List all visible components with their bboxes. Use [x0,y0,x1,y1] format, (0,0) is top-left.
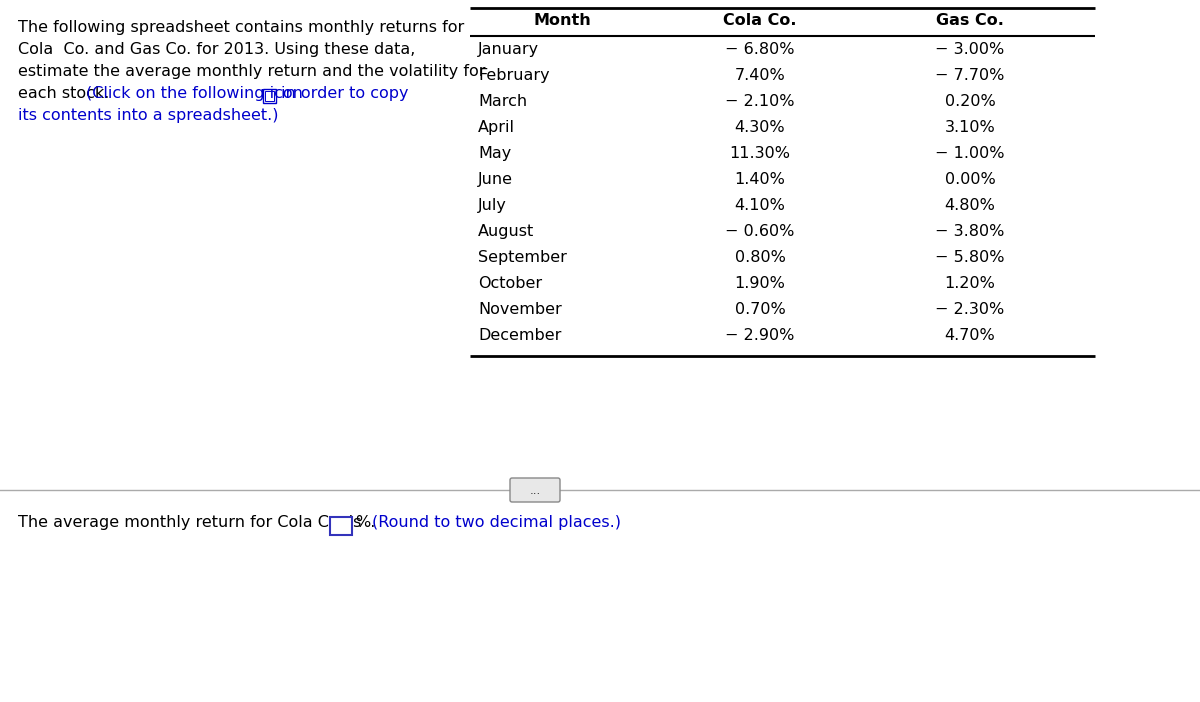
Text: − 1.00%: − 1.00% [935,146,1004,161]
Text: − 3.80%: − 3.80% [935,224,1004,239]
Text: − 7.70%: − 7.70% [935,68,1004,83]
FancyBboxPatch shape [510,478,560,502]
Text: (Click on the following icon: (Click on the following icon [86,86,302,101]
Text: July: July [478,198,506,213]
Text: 1.20%: 1.20% [944,276,996,291]
Text: January: January [478,42,539,57]
Text: 1.90%: 1.90% [734,276,786,291]
Text: November: November [478,302,562,317]
Text: 11.30%: 11.30% [730,146,791,161]
Text: ...: ... [529,484,541,496]
Text: − 6.80%: − 6.80% [725,42,794,57]
Text: its contents into a spreadsheet.): its contents into a spreadsheet.) [18,108,278,123]
Text: Month: Month [533,13,590,28]
Text: − 2.10%: − 2.10% [725,94,794,109]
Text: estimate the average monthly return and the volatility for: estimate the average monthly return and … [18,64,486,79]
Text: Cola Co.: Cola Co. [724,13,797,28]
Text: 0.20%: 0.20% [944,94,995,109]
Text: − 0.60%: − 0.60% [725,224,794,239]
Bar [330,517,352,535]
Text: 0.00%: 0.00% [944,172,995,187]
Text: 4.70%: 4.70% [944,328,995,343]
Text: 0.80%: 0.80% [734,250,786,265]
Text: 1.40%: 1.40% [734,172,786,187]
Text: October: October [478,276,542,291]
Text: in order to copy: in order to copy [281,86,408,101]
Text: Gas Co.: Gas Co. [936,13,1004,28]
Text: June: June [478,172,514,187]
Text: 7.40%: 7.40% [734,68,785,83]
Text: May: May [478,146,511,161]
Text: April: April [478,120,515,135]
Text: − 5.80%: − 5.80% [935,250,1004,265]
Text: Cola  Co. and Gas Co. for 2013. Using these data,: Cola Co. and Gas Co. for 2013. Using the… [18,42,415,57]
Text: − 3.00%: − 3.00% [935,42,1004,57]
Text: September: September [478,250,566,265]
Text: 3.10%: 3.10% [944,120,995,135]
Text: − 2.90%: − 2.90% [725,328,794,343]
Text: 4.10%: 4.10% [734,198,786,213]
Bar [265,91,274,101]
Text: %.: %. [355,515,376,530]
Text: February: February [478,68,550,83]
Bar [263,89,276,103]
Text: each stock.: each stock. [18,86,114,101]
Text: (Round to two decimal places.): (Round to two decimal places.) [372,515,622,530]
Text: August: August [478,224,534,239]
Text: The average monthly return for Cola Co. is: The average monthly return for Cola Co. … [18,515,366,530]
Text: March: March [478,94,527,109]
Text: 4.80%: 4.80% [944,198,996,213]
Text: 0.70%: 0.70% [734,302,785,317]
Text: December: December [478,328,562,343]
Text: The following spreadsheet contains monthly returns for: The following spreadsheet contains month… [18,20,464,35]
Text: − 2.30%: − 2.30% [935,302,1004,317]
Text: 4.30%: 4.30% [734,120,785,135]
